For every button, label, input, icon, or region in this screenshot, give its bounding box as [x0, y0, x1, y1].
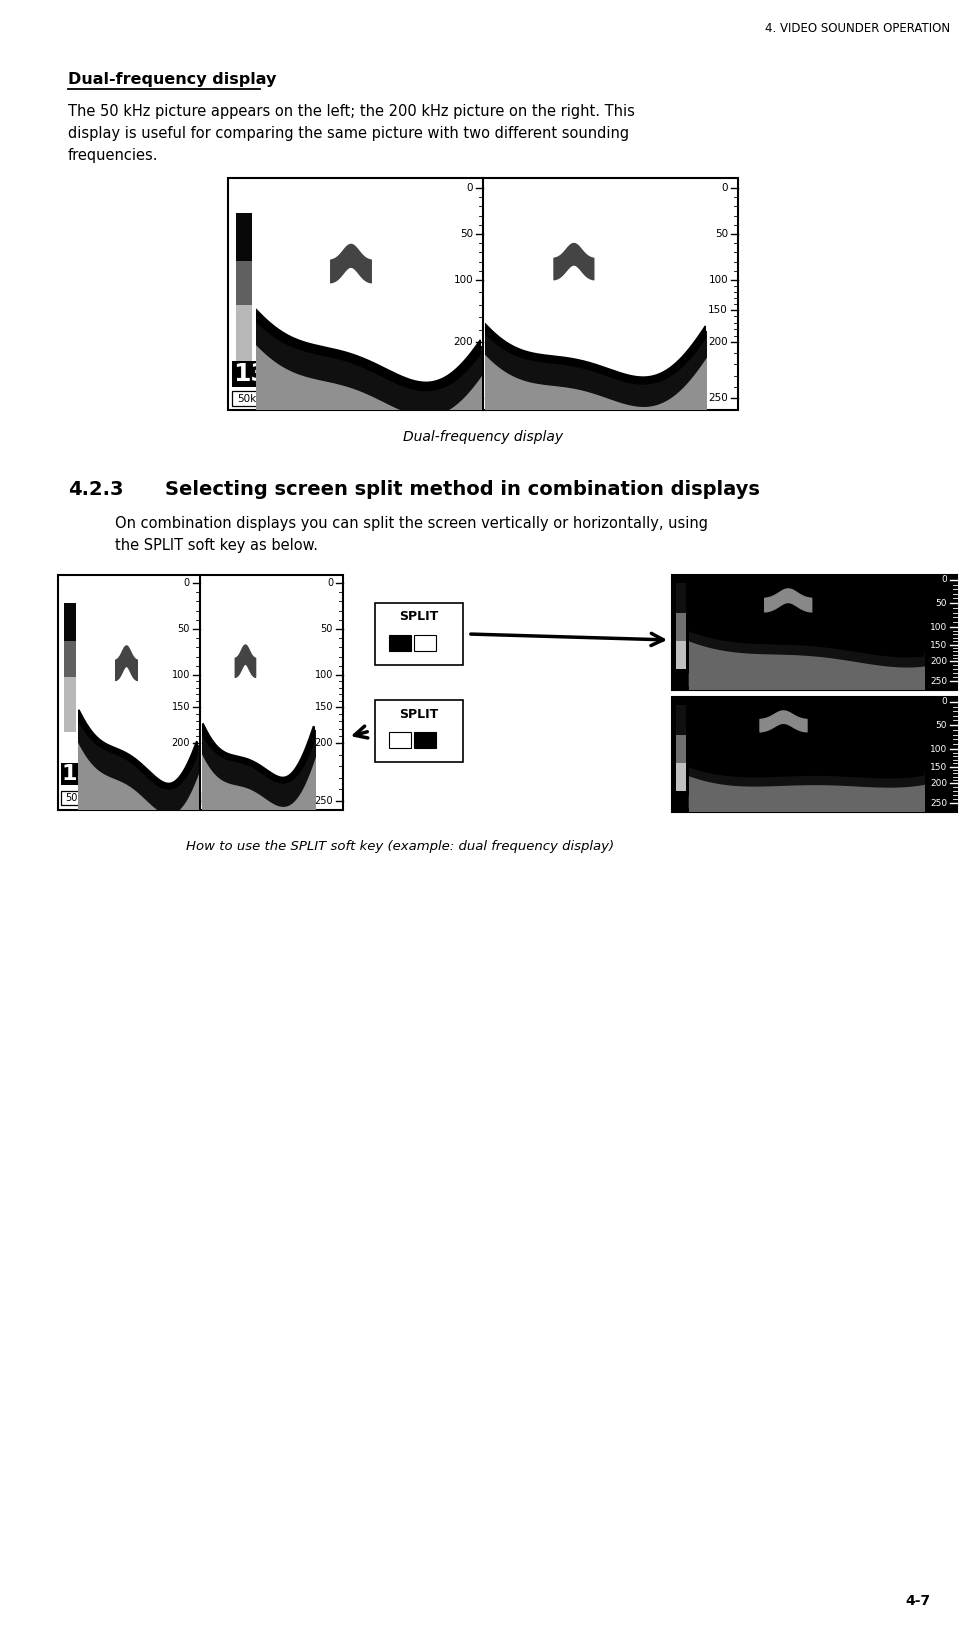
Text: Dual-frequency display: Dual-frequency display — [403, 429, 563, 444]
Bar — [676, 705, 686, 734]
Text: 4.2.3: 4.2.3 — [68, 480, 124, 499]
Text: SPLIT: SPLIT — [399, 610, 439, 623]
Text: ft: ft — [91, 793, 99, 803]
Bar — [676, 764, 686, 792]
Bar — [676, 734, 686, 764]
Text: 100: 100 — [314, 671, 333, 681]
Text: 100: 100 — [930, 622, 947, 632]
Text: Dual-frequency display: Dual-frequency display — [68, 72, 276, 86]
Text: the SPLIT soft key as below.: the SPLIT soft key as below. — [115, 539, 318, 553]
Text: 0: 0 — [941, 576, 947, 584]
Bar — [236, 261, 252, 305]
Text: 100: 100 — [453, 276, 473, 286]
Text: 150: 150 — [314, 702, 333, 712]
Text: 4-7: 4-7 — [905, 1594, 930, 1608]
Text: 250: 250 — [171, 796, 190, 806]
Text: 50: 50 — [935, 599, 947, 607]
Text: 0: 0 — [722, 183, 728, 193]
Text: 50k: 50k — [693, 676, 709, 684]
Text: 130: 130 — [233, 362, 285, 387]
Text: 110: 110 — [690, 650, 731, 667]
Text: 50: 50 — [460, 228, 473, 238]
Text: 110: 110 — [690, 770, 731, 790]
Bar — [676, 583, 686, 614]
Bar — [375, 602, 463, 664]
Text: 200: 200 — [708, 336, 728, 348]
Bar — [64, 641, 76, 677]
FancyBboxPatch shape — [689, 672, 713, 685]
Text: 250: 250 — [930, 677, 947, 685]
Text: 0: 0 — [941, 697, 947, 707]
Text: 250: 250 — [314, 796, 333, 806]
Text: 250: 250 — [708, 393, 728, 403]
Text: 50: 50 — [715, 228, 728, 238]
Text: 0: 0 — [466, 183, 473, 193]
Text: 250: 250 — [930, 798, 947, 808]
Text: 130: 130 — [62, 764, 109, 783]
Text: display is useful for comparing the same picture with two different sounding: display is useful for comparing the same… — [68, 126, 630, 140]
Bar — [389, 635, 411, 651]
Bar — [64, 602, 76, 641]
Text: 50: 50 — [321, 623, 333, 633]
Text: 50k: 50k — [65, 793, 83, 803]
Text: 50: 50 — [935, 720, 947, 730]
Text: 150: 150 — [708, 305, 728, 315]
Text: 200: 200 — [314, 738, 333, 747]
Text: 0: 0 — [184, 578, 190, 588]
FancyBboxPatch shape — [232, 392, 262, 406]
Text: frequencies.: frequencies. — [68, 149, 159, 163]
Text: 50k: 50k — [237, 393, 256, 405]
Text: /: / — [416, 633, 422, 653]
Bar — [58, 574, 343, 809]
FancyBboxPatch shape — [486, 392, 524, 406]
Text: 150: 150 — [80, 710, 98, 720]
Text: 200: 200 — [453, 336, 473, 348]
Text: 200: 200 — [930, 778, 947, 788]
FancyBboxPatch shape — [61, 792, 87, 805]
Text: 250: 250 — [453, 393, 473, 403]
Text: ft: ft — [718, 676, 726, 685]
FancyBboxPatch shape — [689, 795, 719, 808]
Bar — [64, 677, 76, 733]
Text: 0: 0 — [327, 578, 333, 588]
Text: 200k: 200k — [207, 793, 232, 803]
Text: ft: ft — [724, 796, 732, 806]
Text: 200: 200 — [171, 738, 190, 747]
Bar — [414, 635, 436, 651]
Text: 200k: 200k — [491, 393, 517, 405]
Bar — [389, 733, 411, 747]
Text: SPLIT: SPLIT — [399, 708, 439, 720]
Bar — [236, 305, 252, 362]
Bar — [672, 697, 957, 813]
FancyBboxPatch shape — [202, 792, 236, 805]
Text: Selecting screen split method in combination displays: Selecting screen split method in combina… — [165, 480, 760, 499]
Text: /: / — [416, 731, 422, 749]
Text: 200: 200 — [930, 656, 947, 666]
Text: 200k: 200k — [693, 798, 715, 806]
Text: ft: ft — [268, 393, 277, 405]
Text: How to use the SPLIT soft key (example: dual frequency display): How to use the SPLIT soft key (example: … — [186, 840, 614, 854]
Text: 100: 100 — [930, 744, 947, 754]
Text: On combination displays you can split the screen vertically or horizontally, usi: On combination displays you can split th… — [115, 516, 708, 530]
Text: 150: 150 — [930, 762, 947, 772]
Text: 150: 150 — [930, 640, 947, 650]
Bar — [676, 641, 686, 669]
Text: The 50 kHz picture appears on the left; the 200 kHz picture on the right. This: The 50 kHz picture appears on the left; … — [68, 104, 634, 119]
Bar — [236, 214, 252, 261]
Text: 4. VIDEO SOUNDER OPERATION: 4. VIDEO SOUNDER OPERATION — [765, 21, 950, 34]
Bar — [672, 574, 957, 690]
Text: 150: 150 — [171, 702, 190, 712]
Text: 100: 100 — [171, 671, 190, 681]
Text: 100: 100 — [708, 276, 728, 286]
Bar — [676, 614, 686, 641]
Bar — [228, 178, 738, 410]
Bar — [414, 733, 436, 747]
Text: 50: 50 — [178, 623, 190, 633]
Bar — [375, 700, 463, 762]
